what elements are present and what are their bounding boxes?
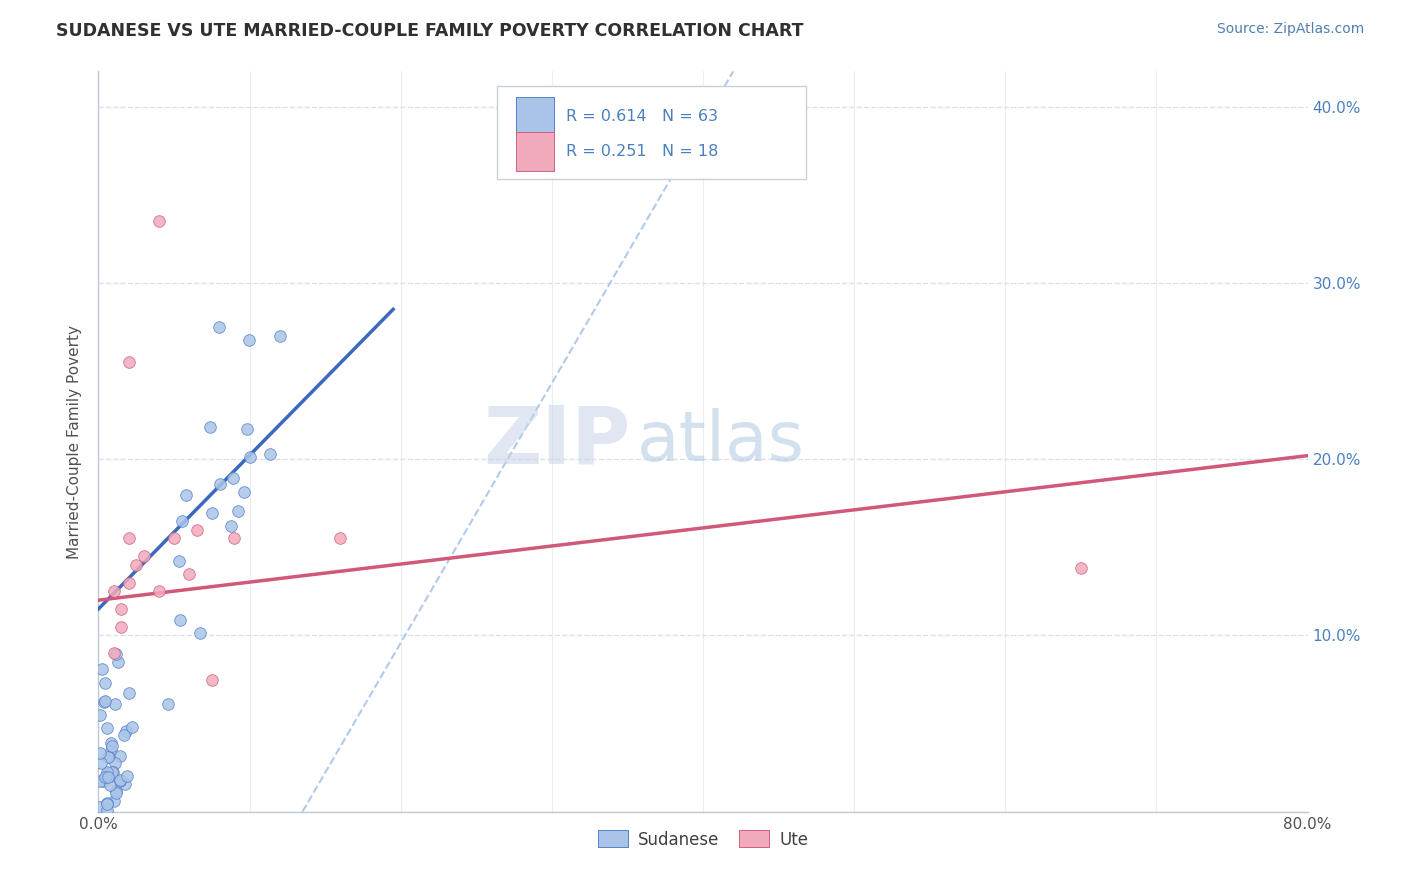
Point	[148, 584, 170, 599]
Point	[209, 476, 232, 491]
Point	[115, 723, 138, 738]
Point	[104, 786, 127, 800]
Point	[110, 619, 132, 633]
Point	[96, 796, 118, 810]
Point	[226, 504, 249, 518]
Point	[90, 756, 112, 770]
Point	[103, 794, 125, 808]
Point	[201, 506, 224, 520]
Point	[97, 766, 120, 780]
Point	[100, 739, 122, 753]
Point	[89, 746, 111, 760]
Point	[188, 625, 211, 640]
Point	[118, 686, 141, 700]
Point	[219, 518, 242, 533]
Point	[118, 575, 141, 590]
Point	[163, 532, 186, 546]
Point	[170, 514, 193, 528]
FancyBboxPatch shape	[498, 87, 806, 178]
Point	[98, 778, 121, 792]
FancyBboxPatch shape	[516, 97, 554, 136]
Point	[221, 471, 243, 485]
Point	[104, 698, 127, 712]
Point	[118, 532, 141, 546]
Point	[329, 532, 352, 546]
Point	[169, 614, 191, 628]
Point	[94, 676, 117, 690]
Point	[201, 673, 224, 687]
Point	[89, 708, 111, 723]
Text: R = 0.251   N = 18: R = 0.251 N = 18	[567, 144, 718, 159]
Point	[186, 523, 208, 537]
Point	[97, 749, 120, 764]
Text: SUDANESE VS UTE MARRIED-COUPLE FAMILY POVERTY CORRELATION CHART: SUDANESE VS UTE MARRIED-COUPLE FAMILY PO…	[56, 22, 804, 40]
Point	[96, 797, 118, 811]
Point	[91, 662, 114, 676]
Point	[96, 803, 118, 817]
Point	[208, 320, 231, 334]
Point	[89, 774, 111, 789]
Text: atlas: atlas	[637, 408, 804, 475]
Point	[93, 695, 115, 709]
Point	[110, 773, 132, 788]
Point	[103, 584, 125, 599]
Point	[97, 750, 120, 764]
Point	[104, 756, 127, 771]
Point	[96, 771, 118, 785]
Point	[100, 769, 122, 783]
Point	[103, 646, 125, 660]
Point	[236, 422, 259, 436]
Point	[108, 748, 131, 763]
Text: R = 0.614   N = 63: R = 0.614 N = 63	[567, 109, 718, 124]
Point	[96, 768, 118, 782]
Point	[94, 694, 117, 708]
Point	[125, 558, 148, 572]
Point	[110, 602, 132, 616]
Point	[148, 214, 170, 228]
Point	[269, 328, 291, 343]
Point	[224, 532, 246, 546]
Point	[115, 769, 138, 783]
Point	[104, 647, 127, 661]
Point	[118, 355, 141, 369]
Point	[259, 447, 281, 461]
Text: Source: ZipAtlas.com: Source: ZipAtlas.com	[1216, 22, 1364, 37]
Legend: Sudanese, Ute: Sudanese, Ute	[591, 823, 815, 855]
Point	[93, 770, 115, 784]
Point	[108, 773, 131, 788]
Text: ZIP: ZIP	[484, 402, 630, 481]
Point	[96, 722, 118, 736]
Point	[121, 720, 143, 734]
Point	[104, 784, 127, 798]
Point	[112, 728, 135, 742]
Y-axis label: Married-Couple Family Poverty: Married-Couple Family Poverty	[67, 325, 83, 558]
Point	[176, 488, 198, 502]
Point	[101, 764, 124, 779]
Point	[114, 777, 136, 791]
Point	[238, 333, 260, 347]
Point	[100, 744, 122, 758]
Point	[179, 566, 201, 581]
Point	[107, 655, 129, 669]
Point	[101, 764, 124, 779]
Point	[239, 450, 262, 464]
Point	[157, 697, 180, 711]
Point	[132, 549, 155, 563]
Point	[167, 554, 190, 568]
Point	[93, 773, 115, 788]
Point	[100, 736, 122, 750]
Point	[89, 800, 111, 814]
Point	[96, 765, 118, 780]
Point	[233, 485, 256, 500]
Point	[200, 420, 222, 434]
FancyBboxPatch shape	[516, 132, 554, 170]
Point	[1070, 561, 1092, 575]
